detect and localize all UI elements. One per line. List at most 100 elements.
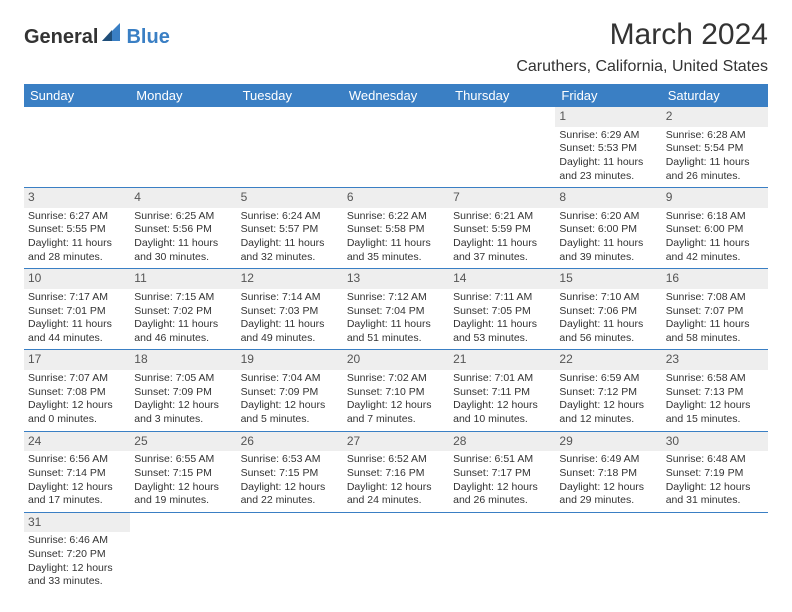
calendar-cell (24, 107, 130, 188)
daylight-line: and 29 minutes. (559, 494, 657, 508)
sunrise-line: Sunrise: 6:29 AM (559, 129, 657, 143)
logo-text-dark: General (24, 26, 98, 49)
sunset-line: Sunset: 7:03 PM (241, 305, 339, 319)
daylight-line: Daylight: 11 hours (241, 318, 339, 332)
daylight-line: and 15 minutes. (666, 413, 764, 427)
sunset-line: Sunset: 7:05 PM (453, 305, 551, 319)
daylight-line: Daylight: 11 hours (347, 237, 445, 251)
daylight-line: Daylight: 12 hours (453, 481, 551, 495)
daylight-line: and 24 minutes. (347, 494, 445, 508)
weekday-header: Tuesday (237, 84, 343, 107)
day-number: 15 (555, 269, 661, 289)
daylight-line: Daylight: 11 hours (134, 237, 232, 251)
day-number: 16 (662, 269, 768, 289)
weekday-header: Friday (555, 84, 661, 107)
day-number: 12 (237, 269, 343, 289)
calendar-cell: 27Sunrise: 6:52 AMSunset: 7:16 PMDayligh… (343, 431, 449, 512)
calendar-table: Sunday Monday Tuesday Wednesday Thursday… (24, 84, 768, 593)
sunrise-line: Sunrise: 7:05 AM (134, 372, 232, 386)
sunset-line: Sunset: 5:53 PM (559, 142, 657, 156)
daylight-line: Daylight: 12 hours (134, 399, 232, 413)
day-number: 28 (449, 432, 555, 452)
weekday-header: Thursday (449, 84, 555, 107)
daylight-line: Daylight: 12 hours (453, 399, 551, 413)
day-number: 3 (24, 188, 130, 208)
daylight-line: Daylight: 12 hours (666, 481, 764, 495)
calendar-body: 1Sunrise: 6:29 AMSunset: 5:53 PMDaylight… (24, 107, 768, 593)
daylight-line: and 22 minutes. (241, 494, 339, 508)
calendar-cell: 31Sunrise: 6:46 AMSunset: 7:20 PMDayligh… (24, 512, 130, 593)
day-number: 30 (662, 432, 768, 452)
weekday-header: Sunday (24, 84, 130, 107)
day-number: 29 (555, 432, 661, 452)
calendar-cell: 12 Sunrise: 7:14 AMSunset: 7:03 PMDayligh… (237, 269, 343, 350)
day-number: 31 (24, 513, 130, 533)
logo-text-blue: Blue (126, 26, 169, 49)
daylight-line: Daylight: 12 hours (666, 399, 764, 413)
location-subtitle: Caruthers, California, United States (516, 58, 768, 76)
calendar-row: 3Sunrise: 6:27 AMSunset: 5:55 PMDaylight… (24, 188, 768, 269)
calendar-cell: 29Sunrise: 6:49 AMSunset: 7:18 PMDayligh… (555, 431, 661, 512)
sunrise-line: Sunrise: 7:04 AM (241, 372, 339, 386)
sunrise-line: Sunrise: 7:14 AM (241, 291, 339, 305)
calendar-cell: 9Sunrise: 6:18 AMSunset: 6:00 PMDaylight… (662, 188, 768, 269)
daylight-line: and 17 minutes. (28, 494, 126, 508)
calendar-cell: 21Sunrise: 7:01 AMSunset: 7:11 PMDayligh… (449, 350, 555, 431)
calendar-cell: 15Sunrise: 7:10 AMSunset: 7:06 PMDayligh… (555, 269, 661, 350)
calendar-cell: 1Sunrise: 6:29 AMSunset: 5:53 PMDaylight… (555, 107, 661, 188)
daylight-line: Daylight: 11 hours (559, 156, 657, 170)
calendar-cell: 8Sunrise: 6:20 AMSunset: 6:00 PMDaylight… (555, 188, 661, 269)
calendar-cell: 7Sunrise: 6:21 AMSunset: 5:59 PMDaylight… (449, 188, 555, 269)
day-number: 24 (24, 432, 130, 452)
sunrise-line: Sunrise: 7:15 AM (134, 291, 232, 305)
calendar-cell: 28Sunrise: 6:51 AMSunset: 7:17 PMDayligh… (449, 431, 555, 512)
daylight-line: and 49 minutes. (241, 332, 339, 346)
title-block: March 2024 Caruthers, California, United… (516, 18, 768, 76)
calendar-cell: 16Sunrise: 7:08 AMSunset: 7:07 PMDayligh… (662, 269, 768, 350)
daylight-line: and 5 minutes. (241, 413, 339, 427)
daylight-line: Daylight: 11 hours (134, 318, 232, 332)
day-number: 17 (24, 350, 130, 370)
month-title: March 2024 (516, 18, 768, 52)
sunset-line: Sunset: 7:04 PM (347, 305, 445, 319)
daylight-line: Daylight: 12 hours (347, 399, 445, 413)
calendar-cell: 3Sunrise: 6:27 AMSunset: 5:55 PMDaylight… (24, 188, 130, 269)
sunrise-line: Sunrise: 6:20 AM (559, 210, 657, 224)
daylight-line: Daylight: 12 hours (559, 481, 657, 495)
calendar-cell (449, 107, 555, 188)
sunset-line: Sunset: 7:17 PM (453, 467, 551, 481)
calendar-cell (237, 107, 343, 188)
day-number: 27 (343, 432, 449, 452)
calendar-cell (237, 512, 343, 593)
sunrise-line: Sunrise: 6:25 AM (134, 210, 232, 224)
daylight-line: Daylight: 12 hours (347, 481, 445, 495)
sunset-line: Sunset: 7:15 PM (134, 467, 232, 481)
calendar-cell (662, 512, 768, 593)
daylight-line: and 58 minutes. (666, 332, 764, 346)
calendar-cell: 17Sunrise: 7:07 AMSunset: 7:08 PMDayligh… (24, 350, 130, 431)
sunset-line: Sunset: 7:11 PM (453, 386, 551, 400)
sunrise-line: Sunrise: 7:07 AM (28, 372, 126, 386)
daylight-line: and 35 minutes. (347, 251, 445, 265)
daylight-line: Daylight: 11 hours (453, 237, 551, 251)
daylight-line: and 44 minutes. (28, 332, 126, 346)
daylight-line: and 53 minutes. (453, 332, 551, 346)
sunset-line: Sunset: 7:07 PM (666, 305, 764, 319)
daylight-line: and 26 minutes. (666, 170, 764, 184)
day-number: 21 (449, 350, 555, 370)
sunset-line: Sunset: 6:00 PM (559, 223, 657, 237)
sunrise-line: Sunrise: 7:12 AM (347, 291, 445, 305)
day-number: 7 (449, 188, 555, 208)
calendar-cell: 10Sunrise: 7:17 AMSunset: 7:01 PMDayligh… (24, 269, 130, 350)
sunset-line: Sunset: 5:59 PM (453, 223, 551, 237)
sunset-line: Sunset: 7:16 PM (347, 467, 445, 481)
day-number: 14 (449, 269, 555, 289)
sunset-line: Sunset: 7:13 PM (666, 386, 764, 400)
page-header: General Blue March 2024 Caruthers, Calif… (24, 18, 768, 76)
daylight-line: Daylight: 11 hours (347, 318, 445, 332)
sunset-line: Sunset: 7:10 PM (347, 386, 445, 400)
calendar-cell: 13Sunrise: 7:12 AMSunset: 7:04 PMDayligh… (343, 269, 449, 350)
daylight-line: Daylight: 12 hours (28, 399, 126, 413)
sunset-line: Sunset: 6:00 PM (666, 223, 764, 237)
sunset-line: Sunset: 7:06 PM (559, 305, 657, 319)
